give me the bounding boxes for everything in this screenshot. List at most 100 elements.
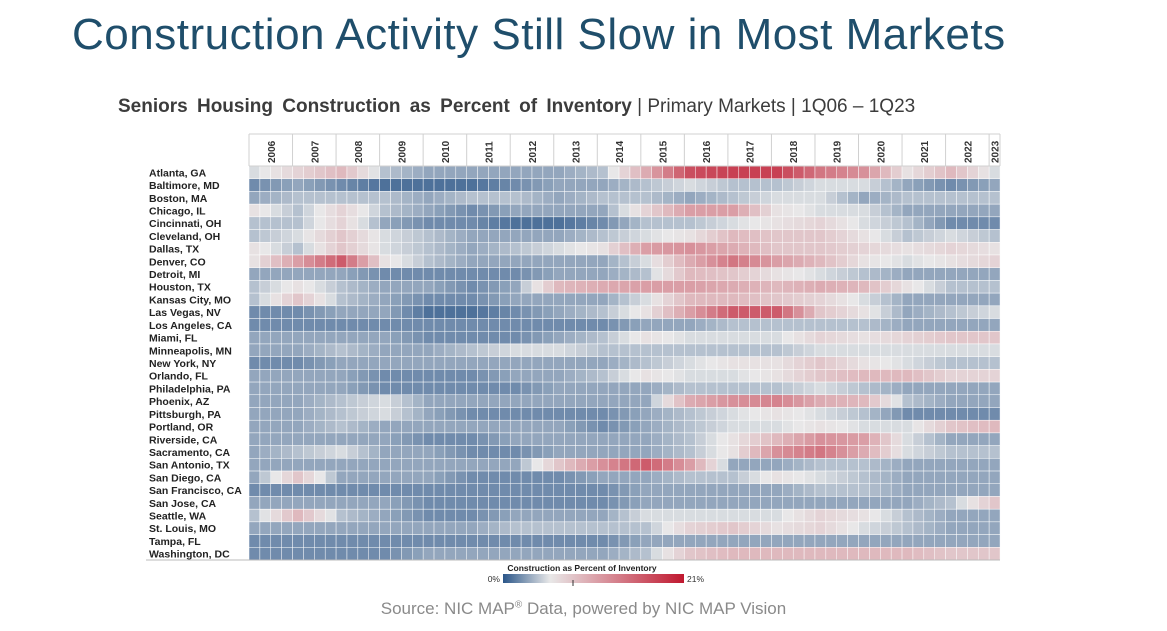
heatmap-cell bbox=[858, 356, 870, 370]
heatmap-cell bbox=[368, 216, 380, 230]
heatmap-cell bbox=[346, 330, 359, 345]
heatmap-cell bbox=[782, 191, 794, 205]
heatmap-cell bbox=[564, 216, 576, 230]
market-label: Orlando, FL bbox=[149, 371, 209, 383]
heatmap-cell bbox=[281, 178, 293, 192]
heatmap-cell bbox=[466, 305, 478, 319]
heatmap-cell bbox=[314, 305, 326, 319]
heatmap-cell bbox=[575, 419, 587, 434]
market-label: Miami, FL bbox=[149, 333, 198, 345]
heatmap-cell bbox=[836, 242, 848, 256]
heatmap-cell bbox=[553, 458, 565, 472]
heatmap-cell bbox=[771, 229, 783, 243]
heatmap-cell bbox=[651, 356, 663, 370]
heatmap-cell bbox=[335, 165, 348, 180]
heatmap-cell bbox=[314, 280, 326, 294]
heatmap-cell bbox=[695, 203, 707, 218]
heatmap-cell bbox=[531, 343, 544, 357]
heatmap-cell bbox=[607, 216, 620, 230]
heatmap-cell bbox=[923, 330, 935, 345]
heatmap-cell bbox=[738, 330, 750, 345]
heatmap-cell bbox=[673, 432, 685, 446]
heatmap-cell bbox=[553, 203, 565, 218]
heatmap-cell bbox=[270, 356, 282, 370]
heatmap-cell bbox=[814, 318, 827, 332]
heatmap-cell bbox=[520, 381, 533, 396]
heatmap-cell bbox=[890, 470, 903, 485]
heatmap-cell bbox=[488, 534, 500, 548]
heatmap-cell bbox=[977, 356, 990, 370]
heatmap-cell bbox=[825, 191, 838, 205]
heatmap-cell bbox=[466, 394, 478, 408]
heatmap-cell bbox=[379, 419, 391, 434]
heatmap-cell bbox=[586, 445, 598, 459]
heatmap-cell bbox=[836, 254, 848, 268]
heatmap-cell bbox=[771, 407, 783, 421]
heatmap-cell bbox=[597, 521, 609, 535]
heatmap-cell bbox=[956, 356, 968, 370]
heatmap-cell bbox=[716, 483, 729, 497]
heatmap-cell bbox=[912, 432, 925, 446]
heatmap-cell bbox=[640, 508, 653, 523]
heatmap-cell bbox=[934, 178, 946, 192]
heatmap-cell bbox=[945, 394, 957, 408]
heatmap-cell bbox=[901, 216, 914, 230]
heatmap-cell bbox=[695, 419, 707, 434]
heatmap-cell bbox=[695, 216, 707, 230]
heatmap-cell bbox=[488, 470, 500, 485]
heatmap-cell bbox=[977, 242, 990, 256]
heatmap-cell bbox=[270, 178, 282, 192]
heatmap-cell bbox=[640, 292, 653, 307]
heatmap-cell bbox=[890, 445, 903, 459]
heatmap-cell bbox=[705, 547, 718, 561]
heatmap-cell bbox=[945, 178, 957, 192]
heatmap-cell bbox=[727, 267, 740, 281]
heatmap-cell bbox=[542, 458, 555, 472]
heatmap-cell bbox=[433, 343, 446, 357]
heatmap-cell bbox=[520, 280, 533, 294]
heatmap-cell bbox=[586, 521, 598, 535]
heatmap-cell bbox=[825, 419, 838, 434]
heatmap-cell bbox=[695, 343, 707, 357]
heatmap-cell bbox=[912, 242, 925, 256]
heatmap-cell bbox=[836, 369, 848, 383]
heatmap-cell bbox=[357, 534, 370, 548]
heatmap-cell bbox=[379, 343, 391, 357]
heatmap-cell bbox=[705, 254, 718, 268]
heatmap-cell bbox=[412, 407, 424, 421]
heatmap-cell bbox=[597, 191, 609, 205]
heatmap-cell bbox=[248, 407, 261, 421]
heatmap-cell bbox=[684, 407, 696, 421]
heatmap-cell bbox=[836, 547, 848, 561]
heatmap-cell bbox=[662, 369, 674, 383]
heatmap-cell bbox=[901, 178, 914, 192]
heatmap-cell bbox=[869, 330, 881, 345]
heatmap-cell bbox=[509, 483, 522, 497]
heatmap-cell bbox=[466, 280, 478, 294]
heatmap-cell bbox=[618, 254, 631, 268]
heatmap-cell bbox=[836, 203, 848, 218]
heatmap-cell bbox=[542, 394, 555, 408]
market-label: Baltimore, MD bbox=[149, 180, 220, 192]
market-label: San Antonio, TX bbox=[149, 460, 230, 472]
heatmap-cell bbox=[934, 458, 946, 472]
heatmap-cell bbox=[716, 470, 729, 485]
heatmap-cell bbox=[564, 318, 576, 332]
heatmap-cell bbox=[705, 356, 718, 370]
heatmap-cell bbox=[651, 369, 663, 383]
heatmap-cell bbox=[303, 407, 315, 421]
heatmap-cell bbox=[575, 547, 587, 561]
heatmap-cell bbox=[455, 292, 467, 307]
heatmap-cell bbox=[346, 369, 359, 383]
heatmap-cell bbox=[738, 280, 750, 294]
heatmap-cell bbox=[248, 394, 261, 408]
heatmap-cell bbox=[880, 254, 892, 268]
heatmap-cell bbox=[825, 216, 838, 230]
heatmap-cell bbox=[814, 267, 827, 281]
heatmap-cell bbox=[749, 496, 761, 510]
heatmap-cell bbox=[542, 254, 555, 268]
heatmap-cell bbox=[705, 521, 718, 535]
chart-subtitle: | Primary Markets | 1Q06 – 1Q23 bbox=[637, 96, 916, 117]
heatmap-cell bbox=[782, 445, 794, 459]
heatmap-cell bbox=[597, 470, 609, 485]
